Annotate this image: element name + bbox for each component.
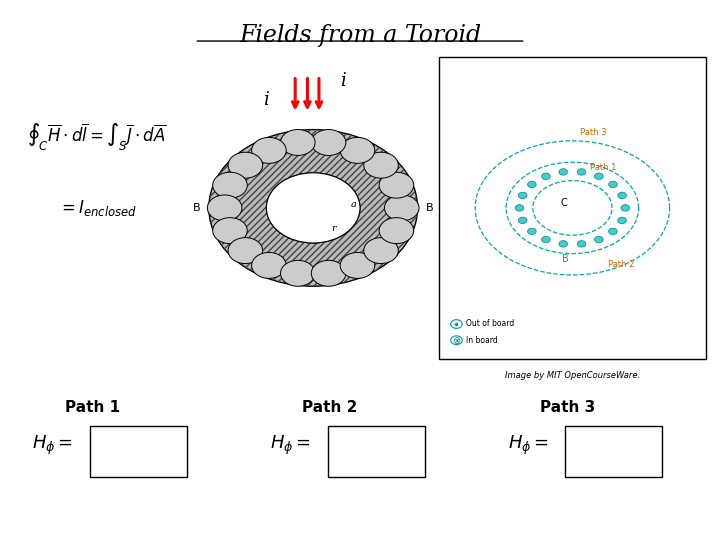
Text: $\otimes$: $\otimes$	[452, 335, 461, 346]
Text: Path 2: Path 2	[302, 400, 358, 415]
Circle shape	[341, 137, 374, 163]
Bar	[328, 426, 425, 477]
Circle shape	[228, 238, 263, 264]
Circle shape	[451, 336, 462, 345]
Text: Fields from a Toroid: Fields from a Toroid	[239, 24, 481, 46]
Circle shape	[364, 152, 398, 178]
Circle shape	[252, 137, 287, 163]
Text: r: r	[331, 224, 336, 233]
Text: i: i	[264, 91, 269, 109]
Circle shape	[281, 130, 315, 156]
Bar	[439, 57, 706, 359]
Text: Path 3: Path 3	[580, 127, 606, 137]
Circle shape	[311, 130, 346, 156]
Text: Path 1: Path 1	[590, 163, 617, 172]
Circle shape	[595, 237, 603, 243]
Text: i: i	[341, 72, 346, 90]
Text: $H_{\phi} =$: $H_{\phi} =$	[32, 434, 73, 457]
Circle shape	[212, 218, 247, 244]
Text: a: a	[351, 200, 356, 208]
Circle shape	[541, 237, 550, 243]
Circle shape	[518, 217, 527, 224]
Circle shape	[608, 228, 617, 234]
Circle shape	[559, 168, 567, 175]
Text: $H_{\phi} =$: $H_{\phi} =$	[508, 434, 549, 457]
Text: B: B	[426, 203, 434, 213]
Circle shape	[577, 168, 586, 175]
Text: Path 1: Path 1	[65, 400, 120, 415]
Circle shape	[340, 253, 374, 279]
Circle shape	[384, 195, 419, 221]
Circle shape	[451, 320, 462, 328]
Circle shape	[212, 172, 247, 198]
Text: Path 3: Path 3	[540, 400, 595, 415]
Text: B: B	[562, 254, 569, 264]
Bar	[565, 426, 662, 477]
Circle shape	[207, 195, 242, 221]
Text: Out of board: Out of board	[466, 320, 514, 328]
Text: $\oint_C \overline{H} \cdot d\overline{l} = \int_S \overline{J} \cdot d\overline: $\oint_C \overline{H} \cdot d\overline{l…	[27, 122, 167, 153]
Text: In board: In board	[466, 336, 498, 345]
Circle shape	[595, 173, 603, 179]
Circle shape	[618, 217, 626, 224]
Circle shape	[518, 192, 527, 199]
Circle shape	[266, 173, 360, 243]
Circle shape	[621, 205, 630, 211]
Text: $H_{\phi} =$: $H_{\phi} =$	[270, 434, 311, 457]
Circle shape	[608, 181, 617, 188]
Text: Image by MIT OpenCourseWare.: Image by MIT OpenCourseWare.	[505, 371, 640, 380]
Text: Path 2: Path 2	[608, 260, 635, 269]
Circle shape	[379, 218, 414, 244]
Circle shape	[364, 238, 398, 264]
Circle shape	[541, 173, 550, 179]
Circle shape	[379, 172, 414, 198]
Text: $= I_{enclosed}$: $= I_{enclosed}$	[58, 198, 137, 218]
Text: C: C	[560, 198, 567, 207]
Circle shape	[281, 260, 315, 286]
Circle shape	[209, 130, 418, 286]
Circle shape	[252, 253, 286, 279]
Circle shape	[577, 241, 586, 247]
Circle shape	[618, 192, 626, 199]
Circle shape	[228, 152, 263, 178]
Circle shape	[266, 173, 360, 243]
Circle shape	[528, 228, 536, 234]
Circle shape	[559, 241, 567, 247]
Bar	[90, 426, 187, 477]
Circle shape	[516, 205, 524, 211]
Circle shape	[311, 260, 346, 286]
Text: B: B	[192, 203, 200, 213]
Circle shape	[528, 181, 536, 188]
